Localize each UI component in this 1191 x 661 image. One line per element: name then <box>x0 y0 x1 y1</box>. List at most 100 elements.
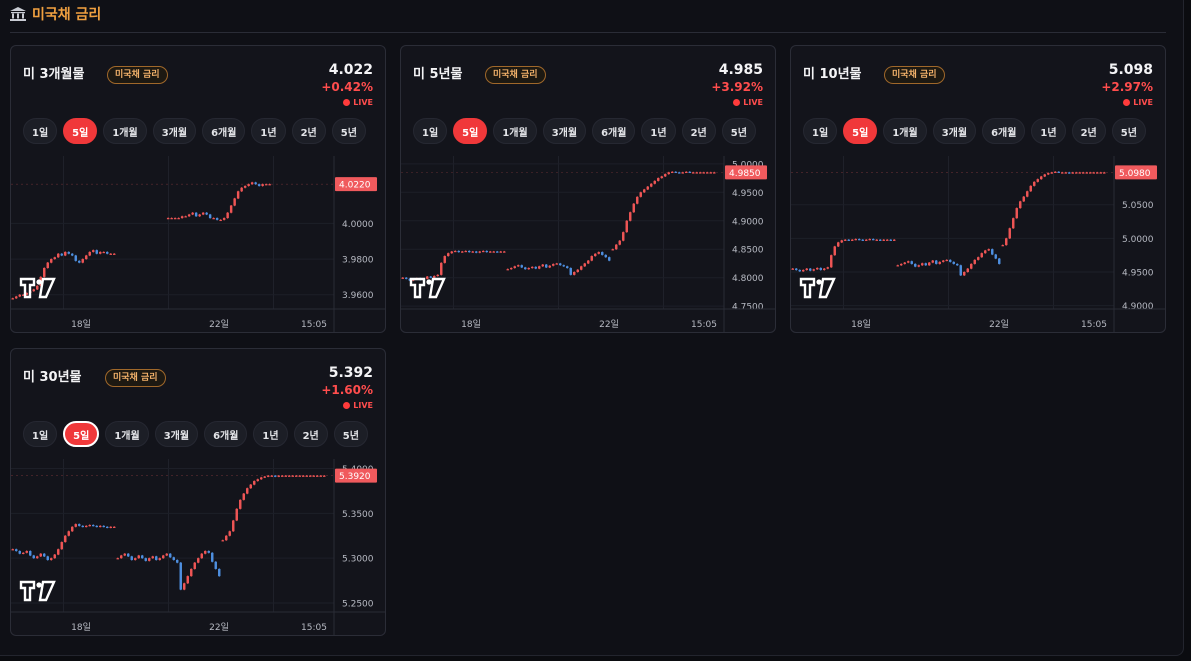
range-button[interactable]: 1개월 <box>493 118 537 144</box>
candle <box>176 559 179 563</box>
candle <box>50 558 53 560</box>
candle <box>454 250 457 253</box>
range-button[interactable]: 5년 <box>331 118 366 144</box>
range-button[interactable]: 3개월 <box>152 118 197 144</box>
candle <box>611 249 614 251</box>
candle <box>910 261 913 264</box>
tradingview-logo-icon[interactable] <box>19 580 56 602</box>
yield-change: +0.42% <box>321 80 373 94</box>
live-indicator: LIVE <box>343 98 373 107</box>
candle <box>1022 196 1025 202</box>
candle <box>81 525 84 528</box>
range-button[interactable]: 1개월 <box>883 118 927 144</box>
range-button[interactable]: 3개월 <box>154 421 199 447</box>
candle <box>43 553 46 557</box>
candlestick-chart: 4.0000 3.9800 3.9600 4.0220 18일 22일 15:05 <box>11 156 385 332</box>
price-chart: 5.40005.35005.30005.25005.392018일22일15:0… <box>11 459 385 635</box>
candle <box>67 531 70 536</box>
range-button[interactable]: 5년 <box>721 118 756 144</box>
range-button[interactable]: 2년 <box>293 421 328 447</box>
candle <box>81 259 84 263</box>
range-button[interactable]: 1일 <box>23 421 58 447</box>
candle <box>298 475 301 477</box>
candle <box>212 218 215 220</box>
range-button-active[interactable]: 5일 <box>63 118 98 144</box>
candle <box>475 251 478 253</box>
current-yield-value: 5.392 <box>328 365 373 381</box>
candle <box>263 476 266 478</box>
tradingview-logo-icon[interactable] <box>19 277 56 299</box>
candle <box>893 239 896 241</box>
candle <box>688 171 691 174</box>
candle <box>791 268 794 270</box>
range-button[interactable]: 1개월 <box>103 118 147 144</box>
range-button[interactable]: 2년 <box>291 118 326 144</box>
candle <box>25 551 28 553</box>
range-button[interactable]: 1년 <box>1031 118 1066 144</box>
candle <box>226 212 229 219</box>
candle <box>830 255 833 268</box>
range-button[interactable]: 5년 <box>333 421 368 447</box>
range-button[interactable]: 1일 <box>413 118 448 144</box>
candle <box>316 475 319 477</box>
candle <box>229 205 233 213</box>
y-tick-label: 4.9000 <box>732 217 764 227</box>
range-button-active[interactable]: 5일 <box>843 118 878 144</box>
candle <box>496 251 499 253</box>
candle <box>270 475 273 477</box>
candle <box>254 182 257 185</box>
range-button[interactable]: 2년 <box>681 118 716 144</box>
candle <box>25 292 28 295</box>
candle <box>15 549 18 552</box>
candle <box>840 240 843 243</box>
candle <box>573 272 576 275</box>
candle <box>809 268 812 271</box>
x-tick-label: 15:05 <box>691 320 717 330</box>
candle <box>183 583 186 590</box>
candle <box>214 561 217 569</box>
candle <box>900 263 903 266</box>
candle <box>184 216 187 218</box>
range-button[interactable]: 3개월 <box>932 118 977 144</box>
range-button[interactable]: 1년 <box>641 118 676 144</box>
candle <box>826 267 829 269</box>
candle <box>837 242 840 247</box>
card-header: 미 3개월물 미국채 금리 4.022 +0.42% LIVE <box>23 56 373 116</box>
range-button[interactable]: 3개월 <box>542 118 587 144</box>
candle <box>872 239 875 241</box>
candle <box>991 249 994 255</box>
range-button[interactable]: 5년 <box>1111 118 1146 144</box>
candle <box>440 262 443 275</box>
candle <box>198 214 201 217</box>
candle <box>193 562 196 569</box>
candle <box>1099 172 1102 174</box>
candle <box>949 259 952 262</box>
candle <box>99 525 102 528</box>
range-button[interactable]: 1일 <box>23 118 58 144</box>
range-button-active[interactable]: 5일 <box>63 421 100 447</box>
range-button[interactable]: 6개월 <box>592 118 636 144</box>
tradingview-logo-icon[interactable] <box>799 277 836 299</box>
candle <box>471 251 474 253</box>
range-button[interactable]: 2년 <box>1071 118 1106 144</box>
candle <box>660 176 663 179</box>
candle <box>510 268 513 270</box>
range-button[interactable]: 6개월 <box>982 118 1026 144</box>
candle <box>222 218 226 220</box>
current-yield-value: 4.985 <box>718 62 763 78</box>
range-button[interactable]: 6개월 <box>202 118 246 144</box>
range-button-active[interactable]: 5일 <box>453 118 488 144</box>
x-tick-label: 18일 <box>851 319 871 330</box>
y-tick-label: 4.0000 <box>342 220 374 230</box>
range-selector: 1일 5일 1개월 3개월 6개월 1년 2년 5년 <box>413 118 756 144</box>
range-button[interactable]: 1일 <box>803 118 838 144</box>
candle <box>309 475 312 477</box>
candle <box>987 249 990 251</box>
range-button[interactable]: 1개월 <box>105 421 149 447</box>
tradingview-logo-icon[interactable] <box>409 277 446 299</box>
range-button[interactable]: 1년 <box>251 118 286 144</box>
candle <box>938 261 941 264</box>
range-button[interactable]: 1년 <box>253 421 288 447</box>
range-button[interactable]: 6개월 <box>204 421 248 447</box>
candle <box>503 251 506 253</box>
